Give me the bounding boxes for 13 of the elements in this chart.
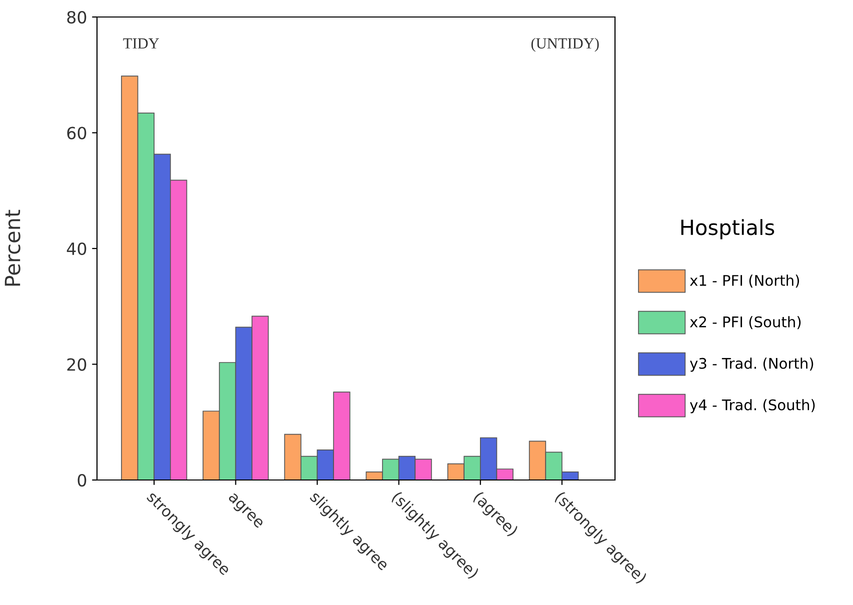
y-tick-label: 60: [67, 126, 86, 140]
y-axis-title: Percent: [4, 210, 20, 286]
legend-title: Hosptials: [681, 219, 774, 240]
y-tick-label: 0: [78, 474, 86, 487]
y-tick-label: 80: [67, 10, 86, 24]
y-tick-label: 20: [67, 358, 86, 371]
legend-label: x1 - PFI (North): [690, 274, 799, 288]
annotation: TIDY: [123, 38, 159, 48]
legend-label: y4 - Trad. (South): [690, 399, 815, 414]
annotation: (UNTIDY): [531, 38, 599, 52]
y-tick-label: 40: [66, 242, 86, 256]
legend-label: y3 - Trad. (North): [690, 358, 814, 372]
legend-label: x2 - PFI (South): [690, 316, 801, 330]
